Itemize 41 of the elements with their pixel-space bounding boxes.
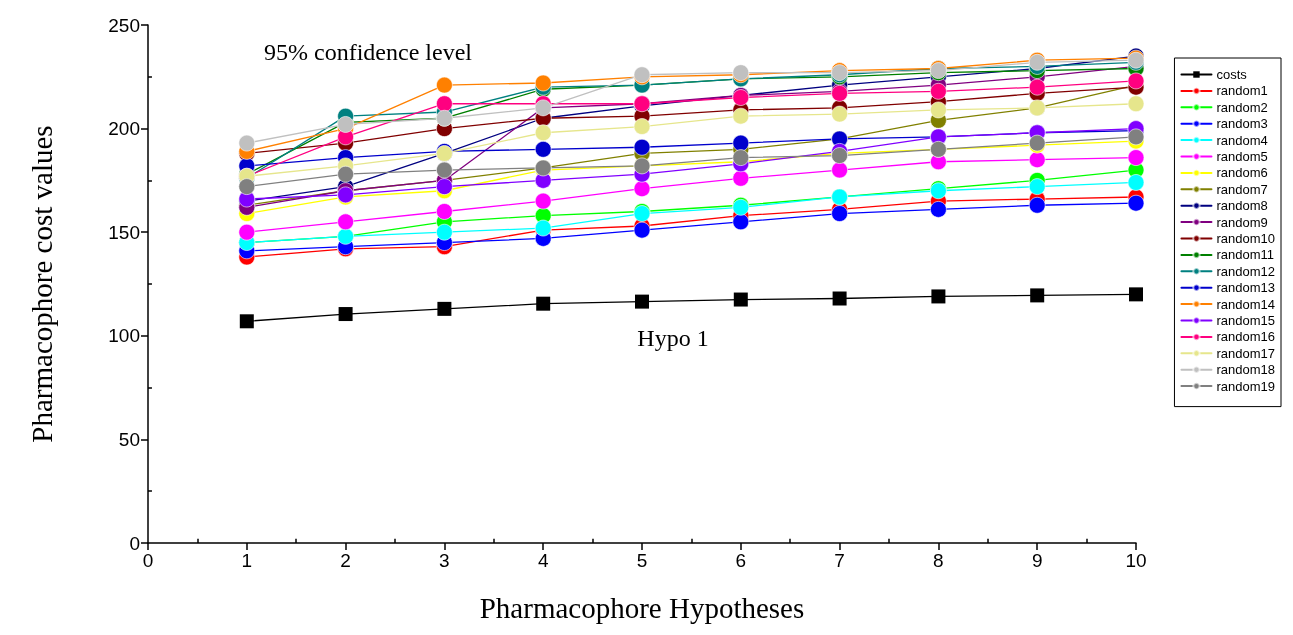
legend-label: random15 (1216, 313, 1276, 328)
x-tick-label: 2 (340, 550, 351, 571)
legend-label: random3 (1216, 116, 1268, 132)
legend-label: random12 (1216, 263, 1276, 279)
y-tick-label: 250 (108, 14, 140, 36)
y-tick-label: 0 (129, 532, 140, 554)
annotation: 95% confidence level (264, 39, 473, 65)
x-tick-label: 1 (241, 550, 253, 571)
legend-label: random11 (1216, 247, 1275, 263)
legend-label: random6 (1216, 165, 1268, 181)
annotation: Hypo 1 (637, 325, 709, 351)
x-tick-label: 9 (1031, 550, 1043, 571)
legend-label: random18 (1216, 362, 1276, 378)
legend-label: random13 (1216, 280, 1276, 296)
legend-label: random9 (1216, 214, 1268, 230)
legend-label: random19 (1216, 378, 1276, 394)
y-tick-label: 150 (108, 221, 140, 243)
x-tick-label: 3 (439, 550, 450, 571)
x-tick-label: 4 (537, 550, 549, 571)
x-tick-label: 6 (735, 550, 747, 571)
y-tick-label: 200 (108, 118, 140, 140)
legend-label: random2 (1216, 99, 1268, 115)
legend-label: random14 (1216, 296, 1276, 312)
x-tick-label: 7 (834, 550, 845, 571)
x-tick-label: 0 (142, 550, 154, 571)
y-axis-title: Pharmacophore cost values (25, 125, 58, 443)
legend-label: random7 (1216, 181, 1268, 197)
legend-label: random10 (1216, 231, 1276, 246)
legend-label: costs (1216, 67, 1248, 82)
legend-label: random4 (1216, 132, 1268, 148)
x-tick-label: 8 (933, 550, 944, 571)
legend-label: random17 (1216, 345, 1276, 361)
legend-label: random8 (1216, 198, 1268, 214)
legend-label: random16 (1216, 329, 1276, 345)
y-tick-label: 50 (118, 428, 140, 450)
x-tick-label: 5 (636, 550, 648, 571)
x-tick-label: 10 (1125, 550, 1147, 571)
y-tick-label: 100 (108, 325, 140, 347)
x-axis-title: Pharmacophore Hypotheses (479, 591, 805, 624)
legend-label: random1 (1216, 83, 1268, 99)
legend-label: random5 (1216, 149, 1268, 164)
